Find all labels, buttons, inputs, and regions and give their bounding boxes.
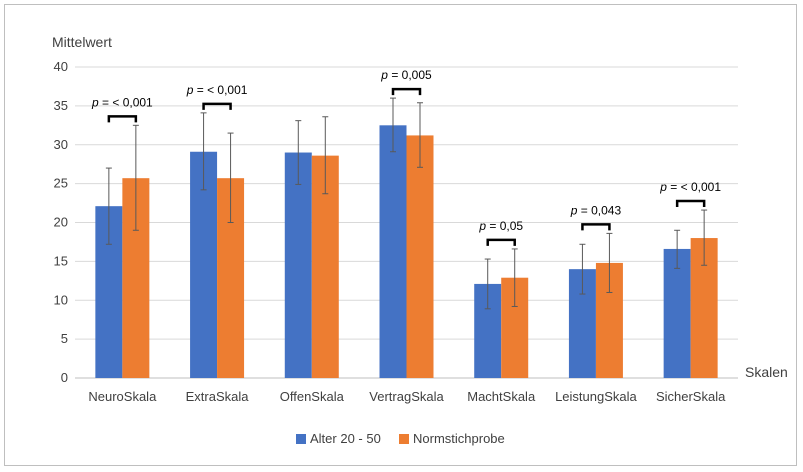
- x-axis-label: Skalen: [745, 364, 788, 380]
- p-value-label: p = < 0,001: [659, 180, 721, 194]
- error-bars: [105, 97, 708, 310]
- p-value-label: p = < 0,001: [186, 83, 248, 97]
- p-value-label: p = 0,005: [380, 68, 432, 82]
- y-tick-label: 20: [54, 215, 68, 230]
- x-tick-label: OffenSkala: [280, 389, 345, 404]
- p-value-label: p = < 0,001: [91, 95, 153, 109]
- significance-bracket: [486, 238, 516, 246]
- x-tick-label: ExtraSkala: [186, 389, 250, 404]
- significance-bracket: [107, 115, 138, 123]
- significance-annotations: p = < 0,001 p = < 0,001 p = 0,005 p = 0,05 p…: [91, 68, 721, 246]
- bar-alter: [379, 125, 407, 378]
- significance-bracket: [202, 102, 232, 110]
- legend-swatch-normstichprobe: [399, 434, 409, 444]
- y-tick-label: 30: [54, 137, 68, 152]
- x-tick-label: VertragSkala: [369, 389, 444, 404]
- y-tick-label: 35: [54, 98, 68, 113]
- legend-label: Normstichprobe: [413, 431, 505, 446]
- y-tick-label: 15: [54, 253, 68, 268]
- y-tick-label: 10: [54, 292, 68, 307]
- p-value-label: p = 0,05: [478, 219, 523, 233]
- x-tick-label: NeuroSkala: [88, 389, 157, 404]
- bar-alter: [663, 248, 691, 378]
- significance-bracket: [675, 199, 706, 208]
- bar-normstichprobe: [406, 135, 434, 378]
- x-tick-label: MachtSkala: [467, 389, 536, 404]
- x-tick-label: LeistungSkala: [555, 389, 637, 404]
- x-tick-label: SicherSkala: [656, 389, 726, 404]
- legend-swatch-alter: [296, 434, 306, 444]
- bar-alter: [284, 152, 312, 378]
- significance-bracket: [581, 223, 611, 231]
- y-axis-label: Mittelwert: [52, 34, 112, 50]
- x-axis-ticks: NeuroSkala ExtraSkala OffenSkala VertragSka…: [88, 389, 726, 404]
- y-tick-label: 5: [61, 331, 68, 346]
- p-value-label: p = 0,043: [570, 203, 622, 217]
- significance-bracket: [391, 87, 422, 96]
- y-tick-label: 0: [61, 370, 68, 385]
- legend: Alter 20 - 50 Normstichprobe: [296, 431, 505, 446]
- y-axis-ticks: 0 5 10 15 20 25 30 35 40: [54, 59, 68, 385]
- bars: [95, 125, 718, 378]
- legend-label: Alter 20 - 50: [310, 431, 381, 446]
- y-tick-label: 40: [54, 59, 68, 74]
- y-tick-label: 25: [54, 176, 68, 191]
